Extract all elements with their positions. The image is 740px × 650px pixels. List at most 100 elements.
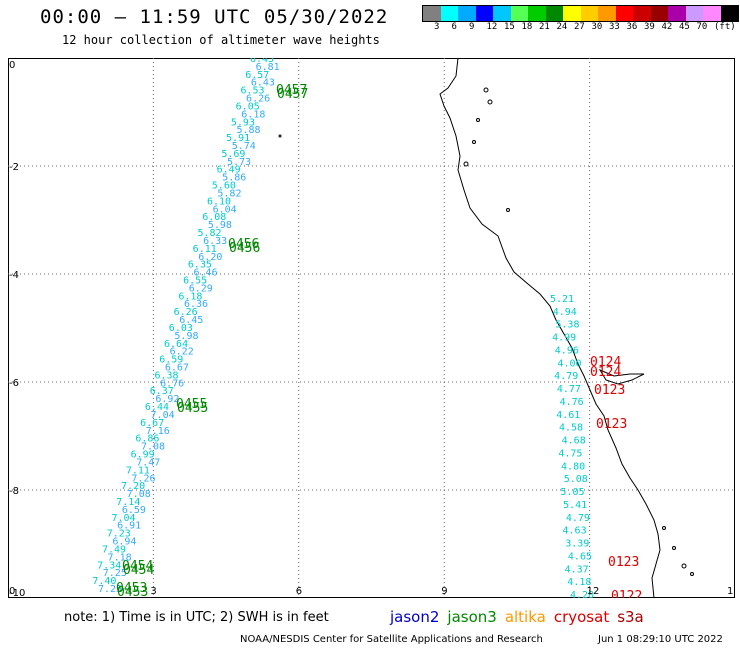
track-value-label: 7.34 [97,560,121,571]
track-value-label: 5.60 [212,181,236,192]
track-value-label: 7.04 [111,513,135,524]
track-value-label: 6.64 [164,339,188,350]
track-value-label: 7.25 [103,568,127,579]
track-value-label: 6.94 [112,537,136,548]
legend-label: 12 [486,22,498,32]
track-value-label: 6.91 [117,521,141,532]
pass-time-label: 0453 [116,581,147,596]
y-tick-label: -10 [9,588,25,598]
track-value-label: 5.82 [197,228,221,239]
legend-swatch [493,6,511,21]
pass-time-label: 0124 [590,365,621,380]
page-subtitle: 12 hour collection of altimeter wave hei… [62,33,380,47]
track-value-label: 6.08 [202,212,226,223]
track-value-label: 5.74 [232,141,256,152]
legend-swatch [580,6,598,21]
legend-swatch [685,6,703,21]
pass-time-label: 0124 [590,355,621,370]
track-value-label: 5.21 [550,294,574,305]
track-value-label: 4.00 [557,358,581,369]
legend-swatch [668,6,686,21]
legend-label: 36 [626,22,638,32]
legend-label: 18 [521,22,533,32]
satellite-jason3: jason3 [447,608,497,626]
legend-label: 70 [696,22,708,32]
x-tick-label: 9 [441,586,447,597]
legend-label: 45 [679,22,690,32]
track-value-label: 7.20 [121,481,145,492]
pass-time-label: 0455 [177,401,208,416]
satellite-altika: altika [504,608,546,626]
track-value-label: 5.41 [563,500,587,511]
track-value-label: 6.45 [179,315,203,326]
track-value-label: 7.18 [108,552,132,563]
pass-time-label: 0123 [596,417,627,432]
track-value-label: 6.86 [135,434,159,445]
footnote: note: 1) Time is in UTC; 2) SWH is in fe… [64,610,329,625]
track-value-label: 6.99 [131,450,155,461]
track-value-label: 4.37 [565,564,589,575]
legend-swatch [458,6,476,21]
track-value-label: 6.18 [241,109,265,120]
pass-time-label: 0455 [176,397,207,412]
track-value-label: 5.73 [227,157,251,168]
track-value-label: 4.28 [570,590,594,598]
track-value-label: 6.43 [251,78,275,89]
track-value-label: 4.96 [555,345,579,356]
legend-swatch [598,6,616,21]
legend-swatch [615,6,633,21]
legend-label: 24 [556,22,568,32]
track-value-label: 4.58 [559,423,583,434]
map-canvas: 6.456.816.576.436.536.266.056.185.935.88… [8,58,735,598]
track-value-label: 5.91 [226,133,250,144]
legend-label: 15 [504,22,515,32]
color-legend-bar [422,5,739,22]
coastline-bay [598,368,645,385]
track-value-label: 6.04 [213,204,237,215]
track-value-label: 6.92 [155,394,179,405]
track-value-label: 6.11 [193,244,217,255]
y-tick-label: -4 [9,270,19,281]
map-frame [8,58,735,598]
track-value-label: 5.86 [222,173,246,184]
legend-swatch [528,6,546,21]
track-value-label: 4.18 [567,577,591,588]
legend-swatch [423,6,441,21]
track-value-label: 5.38 [555,320,579,331]
track-value-label: 4.75 [558,448,582,459]
x-tick-label: 0 [9,586,15,597]
y-tick-label: -6 [9,378,19,389]
track-value-label: 7.14 [116,497,140,508]
track-value-label: 7.47 [136,457,160,468]
track-value-label: 7.25 [98,584,122,595]
legend-swatch [545,6,563,21]
x-tick-label: 6 [296,586,302,597]
track-value-label: 6.67 [140,418,164,429]
track-value-label: 5.05 [560,487,584,498]
pass-time-label: 0123 [594,383,625,398]
track-value-label: 7.23 [107,529,131,540]
legend-label: (ft) [714,22,736,32]
track-value-label: 6.76 [160,378,184,389]
track-value-label: 6.53 [240,86,264,97]
legend-label: 21 [539,22,550,32]
y-tick-label: -2 [9,162,19,173]
track-value-label: 4.79 [566,513,590,524]
legend-label: 3 [434,22,440,32]
pass-time-label: 0457 [276,83,307,98]
x-tick-label: 12 [587,586,600,597]
track-value-label: 5.93 [231,117,255,128]
legend-label: 27 [574,22,585,32]
track-value-label: 5.69 [221,149,245,160]
wave-height-map: 6.45 6.81 6.57 6.43 6.53 6.26 6.05 6.18 5.93 5.88… [8,58,735,598]
legend-swatch [475,6,493,21]
credits: NOAA/NESDIS Center for Satellite Applica… [240,634,543,645]
pass-time-label: 0453 [117,585,148,598]
track-value-label: 4.76 [560,397,584,408]
track-value-label: 6.38 [154,370,178,381]
track-value-label: 6.37 [150,386,174,397]
track-value-label: 6.22 [170,347,194,358]
coastal-islands [278,87,694,576]
legend-label: 6 [451,22,457,32]
x-tick-label: 3 [150,586,156,597]
